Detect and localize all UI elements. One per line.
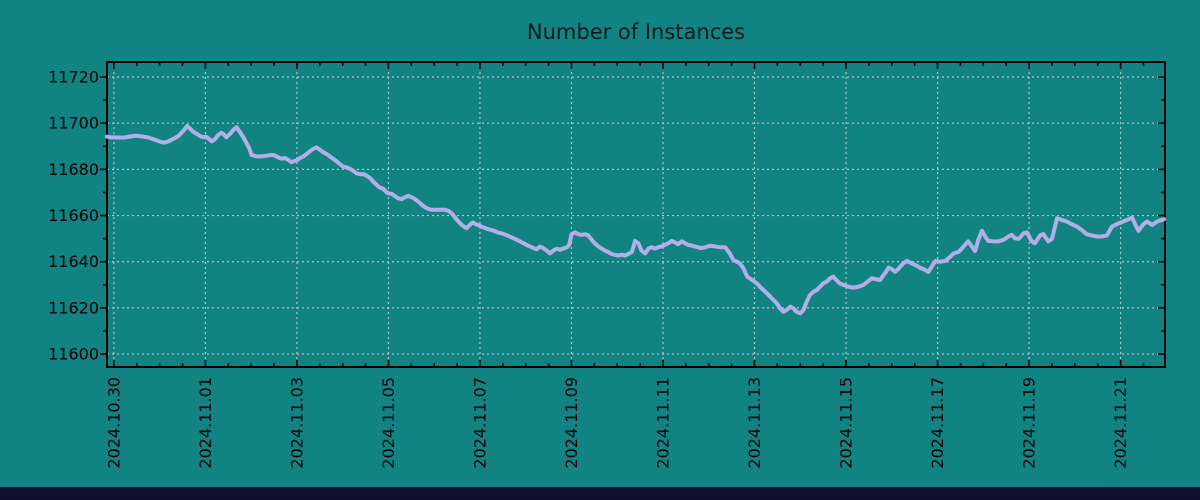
y-tick-label: 11720 bbox=[48, 68, 99, 87]
series-line bbox=[105, 124, 1167, 316]
bottom-bar bbox=[0, 487, 1200, 500]
x-tick-label: 2024.11.03 bbox=[287, 377, 306, 469]
x-tick-label: 2024.11.17 bbox=[928, 377, 947, 469]
chart-title: Number of Instances bbox=[527, 20, 745, 44]
y-tick-label: 11600 bbox=[48, 345, 99, 364]
plot-frame bbox=[106, 61, 1166, 368]
y-tick-label: 11700 bbox=[48, 114, 99, 133]
x-tick-label: 2024.11.09 bbox=[562, 377, 581, 469]
grid-lines bbox=[107, 62, 1165, 367]
y-tick-label: 11640 bbox=[48, 252, 99, 271]
axis-tick-labels: 11600 11620 11640 11660 11680 11700 11720 2024.… bbox=[48, 68, 1130, 469]
y-tick-label: 11680 bbox=[48, 160, 99, 179]
x-tick-label: 2024.11.21 bbox=[1111, 377, 1130, 469]
x-tick-label: 2024.11.15 bbox=[837, 377, 856, 469]
x-tick-label: 2024.11.19 bbox=[1020, 377, 1039, 469]
y-tick-label: 11620 bbox=[48, 298, 99, 317]
y-tick-label: 11660 bbox=[48, 206, 99, 225]
x-tick-label: 2024.11.01 bbox=[196, 377, 215, 469]
x-tick-label: 2024.10.30 bbox=[104, 377, 123, 469]
x-tick-label: 2024.11.07 bbox=[470, 377, 489, 469]
x-tick-label: 2024.11.13 bbox=[745, 377, 764, 469]
x-tick-label: 2024.11.05 bbox=[379, 377, 398, 469]
x-tick-label: 2024.11.11 bbox=[653, 377, 672, 469]
